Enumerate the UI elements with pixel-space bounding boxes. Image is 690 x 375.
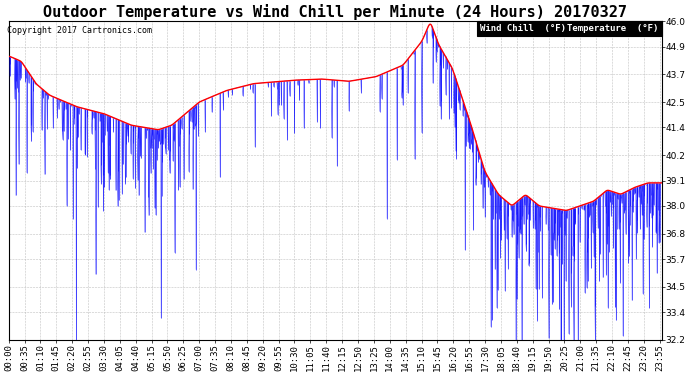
Text: Copyright 2017 Cartronics.com: Copyright 2017 Cartronics.com bbox=[7, 26, 152, 35]
Legend: Wind Chill  (°F), Temperature  (°F): Wind Chill (°F), Temperature (°F) bbox=[477, 21, 662, 36]
Title: Outdoor Temperature vs Wind Chill per Minute (24 Hours) 20170327: Outdoor Temperature vs Wind Chill per Mi… bbox=[43, 4, 627, 20]
